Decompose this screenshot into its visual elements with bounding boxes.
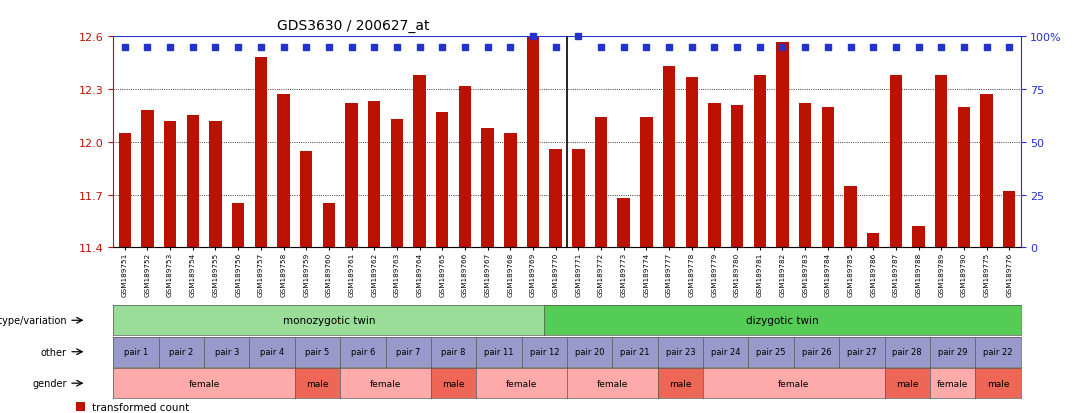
Bar [550,150,562,248]
Text: pair 12: pair 12 [529,347,559,356]
Text: gender: gender [32,378,67,388]
Bar [391,120,403,248]
Bar [255,58,267,248]
Bar [913,227,924,248]
Bar [278,95,289,248]
Text: pair 11: pair 11 [484,347,514,356]
Bar [663,67,675,248]
Bar [414,76,426,248]
Text: other: other [41,347,67,357]
Text: male: male [987,379,1009,388]
Text: female: female [369,379,402,388]
Bar [482,128,494,248]
Bar [300,151,312,248]
Text: pair 22: pair 22 [983,347,1013,356]
Text: male: male [443,379,464,388]
Bar [686,78,698,248]
Bar [187,116,199,248]
Bar [164,121,176,248]
Text: pair 23: pair 23 [665,347,696,356]
Bar [210,121,221,248]
Bar [890,76,902,248]
Text: pair 24: pair 24 [711,347,741,356]
Text: pair 26: pair 26 [801,347,832,356]
Bar [346,104,357,248]
Bar [232,204,244,248]
Text: pair 4: pair 4 [260,347,284,356]
Bar [618,199,630,248]
Bar [981,95,993,248]
Text: pair 3: pair 3 [215,347,239,356]
Text: pair 20: pair 20 [575,347,605,356]
Text: pair 8: pair 8 [442,347,465,356]
Text: pair 2: pair 2 [170,347,193,356]
Text: female: female [778,379,810,388]
Text: female: female [596,379,629,388]
Text: pair 1: pair 1 [124,347,148,356]
Text: pair 29: pair 29 [937,347,968,356]
Bar [731,106,743,248]
Text: female: female [936,379,969,388]
Bar [822,107,834,248]
Text: pair 21: pair 21 [620,347,650,356]
Bar [459,86,471,248]
Text: pair 27: pair 27 [847,347,877,356]
Bar [572,150,584,248]
Bar [323,204,335,248]
Bar [504,134,516,248]
Bar [141,111,153,248]
Text: male: male [307,379,328,388]
Bar [799,104,811,248]
Text: dizygotic twin: dizygotic twin [746,316,819,325]
Bar [595,118,607,248]
Bar [76,402,85,411]
Text: male: male [896,379,918,388]
Text: pair 7: pair 7 [396,347,420,356]
Bar [527,37,539,248]
Bar [845,186,856,248]
Text: GDS3630 / 200627_at: GDS3630 / 200627_at [276,19,429,33]
Bar [1003,192,1015,248]
Bar [867,234,879,248]
Bar [640,118,652,248]
Text: female: female [188,379,220,388]
Bar [436,113,448,248]
Text: monozygotic twin: monozygotic twin [283,316,375,325]
Text: pair 5: pair 5 [306,347,329,356]
Text: pair 28: pair 28 [892,347,922,356]
Bar [958,107,970,248]
Bar [754,76,766,248]
Text: male: male [670,379,691,388]
Text: genotype/variation: genotype/variation [0,316,67,325]
Text: pair 25: pair 25 [756,347,786,356]
Bar [119,134,131,248]
Text: female: female [505,379,538,388]
Bar [777,43,788,248]
Bar [708,104,720,248]
Text: transformed count: transformed count [92,402,189,412]
Bar [368,102,380,248]
Text: pair 6: pair 6 [351,347,375,356]
Bar [935,76,947,248]
